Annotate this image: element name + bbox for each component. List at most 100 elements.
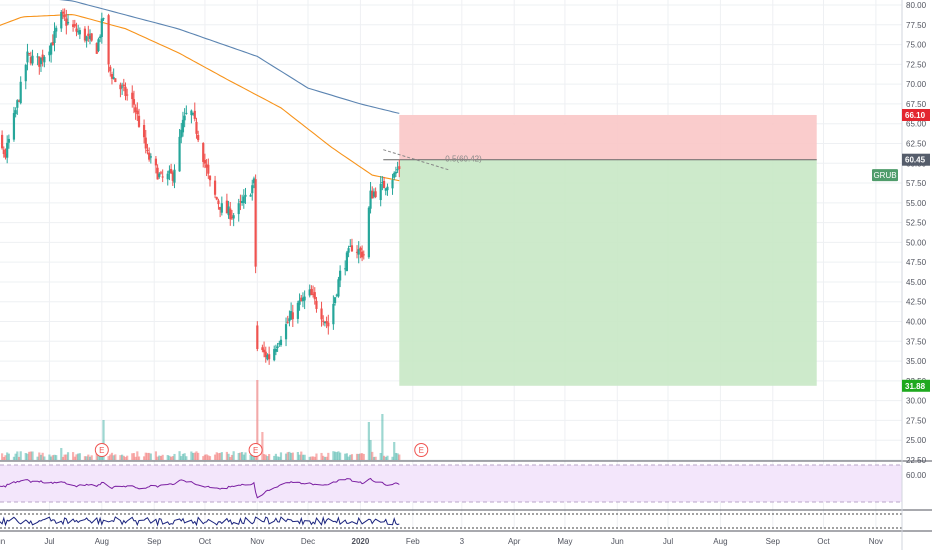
volume-bar — [381, 414, 384, 460]
earnings-letter: E — [253, 446, 258, 455]
profit-target-zone[interactable] — [399, 159, 817, 386]
fib-tool[interactable]: 0.5(60.42) — [383, 149, 482, 171]
candle-body — [278, 343, 281, 345]
candle-body — [303, 296, 306, 301]
volume-bar — [276, 456, 279, 460]
candle-body — [279, 339, 283, 346]
volume-bar — [126, 455, 129, 460]
earnings-circle[interactable] — [248, 443, 263, 457]
volume-bar — [208, 456, 212, 460]
candle-body — [357, 249, 360, 255]
candle-body — [156, 167, 159, 180]
candle-body — [26, 51, 29, 63]
candle-body — [38, 56, 41, 67]
candle-body — [315, 300, 318, 309]
target-price-badge: 31.88 — [902, 379, 930, 392]
candle-body — [102, 18, 105, 20]
candle-body — [396, 169, 399, 171]
volume-bar — [38, 452, 41, 460]
candle-body — [41, 54, 44, 61]
volume-bar — [382, 455, 386, 460]
candle-body — [134, 107, 137, 113]
earnings-marker[interactable]: E — [248, 443, 263, 457]
volume-bar — [53, 454, 56, 460]
candle-body — [322, 320, 325, 322]
volume-bar — [303, 454, 306, 460]
volume-bar — [266, 456, 269, 460]
candle-body — [232, 215, 235, 219]
earnings-marker[interactable]: E — [94, 443, 109, 457]
price-tick-label: 30.00 — [906, 397, 927, 406]
volume-bar — [239, 452, 242, 460]
candle-body — [264, 351, 267, 358]
earnings-circle[interactable] — [94, 443, 109, 457]
candle-body — [359, 247, 362, 251]
volume-bar — [12, 456, 16, 460]
volume-bar — [178, 451, 181, 460]
candle-body — [323, 321, 327, 324]
ma-fast-line — [0, 14, 400, 182]
volume-bar — [219, 452, 222, 460]
fib-label: 0.5(60.42) — [445, 155, 482, 164]
volume-bar — [83, 456, 87, 460]
candle-body — [276, 346, 279, 348]
volume-bar — [159, 456, 163, 460]
earnings-circle[interactable] — [414, 443, 429, 457]
position-zones[interactable] — [383, 114, 817, 386]
candle-body — [122, 84, 125, 87]
volume-bar — [71, 452, 75, 460]
candle-body — [355, 251, 359, 253]
candle-body — [244, 194, 247, 197]
candle-body — [202, 142, 205, 162]
rsi-tick-label: 60.00 — [906, 471, 927, 480]
candle-body — [300, 297, 303, 302]
candle-body — [132, 99, 136, 105]
volume-bar — [7, 453, 10, 460]
price-tick-label: 67.50 — [906, 100, 927, 109]
volume-bar — [114, 454, 117, 460]
volume-bar — [191, 452, 195, 460]
entry-price-badge-bg — [902, 153, 930, 166]
earnings-marker[interactable]: E — [414, 443, 429, 457]
candle-body — [335, 294, 338, 296]
candle-body — [242, 196, 245, 204]
volume-bar — [252, 456, 256, 460]
volume-bar — [369, 440, 372, 460]
candle-body — [215, 197, 218, 200]
candle-body — [31, 55, 34, 64]
oscillator-pane — [0, 509, 932, 532]
volume-bar — [323, 456, 327, 460]
volume-bar — [39, 454, 43, 460]
candle-body — [379, 183, 382, 201]
time-tick-label: 2020 — [352, 537, 370, 546]
time-tick-label: Nov — [869, 537, 883, 546]
candle-body — [183, 115, 186, 121]
volume-bar — [339, 452, 342, 460]
candle-body — [308, 289, 311, 296]
candle-body — [61, 11, 65, 14]
candle-body — [36, 56, 39, 58]
candle-body — [39, 57, 43, 65]
candle-body — [310, 289, 313, 296]
time-tick-label: Sep — [147, 537, 162, 546]
volume-bar — [227, 453, 230, 460]
volume-bar — [63, 454, 66, 460]
candle-body — [97, 39, 100, 52]
candle-body — [273, 349, 276, 361]
volume-bar — [345, 453, 348, 460]
volume-bar — [229, 456, 232, 460]
fib-line[interactable] — [383, 149, 449, 171]
volume-bar — [14, 453, 17, 460]
time-tick-label: Jun — [611, 537, 624, 546]
candle-body — [347, 248, 350, 253]
volume-bar — [273, 455, 276, 460]
volume-bar — [158, 455, 161, 460]
volume-bar — [308, 456, 311, 460]
candle-body — [372, 192, 376, 197]
candle-body — [158, 173, 161, 177]
candle-body — [168, 170, 171, 174]
stop-loss-zone[interactable] — [399, 114, 817, 160]
